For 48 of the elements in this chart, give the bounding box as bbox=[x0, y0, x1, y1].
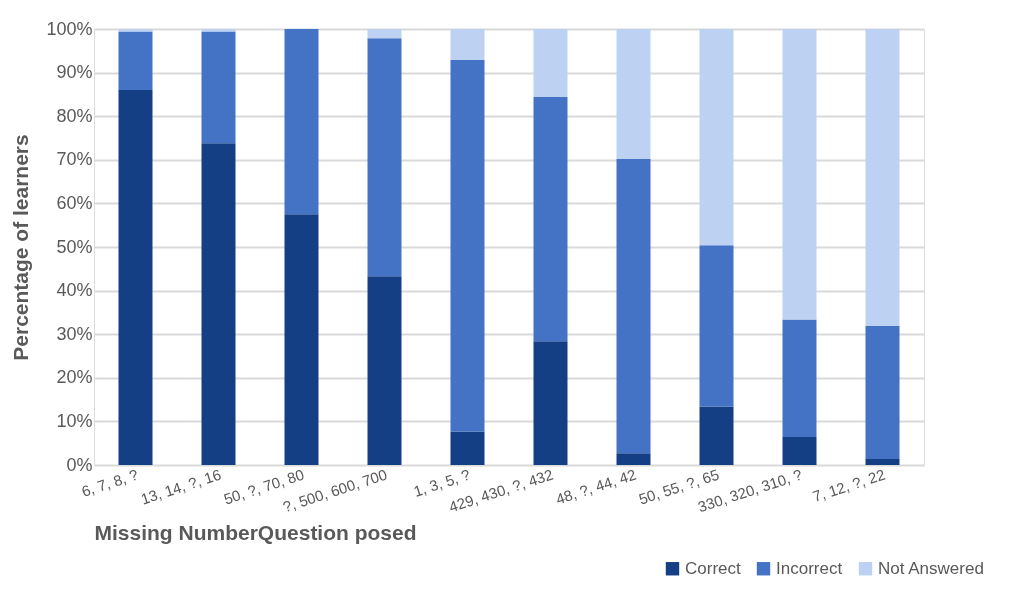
bar bbox=[865, 458, 900, 465]
bar bbox=[699, 406, 734, 465]
legend-label: Incorrect bbox=[776, 558, 843, 578]
bar bbox=[284, 29, 319, 215]
bar bbox=[533, 341, 568, 465]
bar bbox=[616, 29, 651, 159]
bar bbox=[450, 59, 485, 432]
bar bbox=[616, 158, 651, 454]
bar bbox=[201, 29, 236, 32]
y-tick-label: 0% bbox=[66, 454, 93, 475]
bar bbox=[616, 453, 651, 465]
bar bbox=[201, 143, 236, 465]
bar bbox=[450, 29, 485, 60]
bar bbox=[118, 31, 153, 91]
y-tick-label: 90% bbox=[56, 62, 93, 83]
y-axis-title: Percentage of learners bbox=[9, 134, 33, 361]
bar bbox=[450, 431, 485, 465]
bar bbox=[367, 38, 402, 277]
bar bbox=[118, 90, 153, 465]
bar bbox=[118, 29, 153, 32]
y-tick-label: 60% bbox=[56, 192, 93, 213]
bar bbox=[782, 319, 817, 438]
y-tick-label: 10% bbox=[56, 410, 93, 431]
bar bbox=[533, 29, 568, 98]
bar bbox=[533, 97, 568, 342]
x-tick-label: 48, ?, 44, 42 bbox=[553, 465, 639, 508]
y-tick-label: 100% bbox=[46, 18, 93, 39]
y-tick-label: 30% bbox=[56, 323, 93, 344]
bar bbox=[782, 437, 817, 465]
bar bbox=[782, 29, 817, 320]
y-tick-label: 40% bbox=[56, 280, 93, 301]
bar bbox=[865, 325, 900, 459]
bar bbox=[699, 29, 734, 246]
bar bbox=[367, 276, 402, 465]
y-tick-label: 50% bbox=[56, 236, 93, 257]
x-tick-label: 13, 14, ?, 16 bbox=[138, 465, 224, 508]
x-axis-title: Missing NumberQuestion posed bbox=[94, 521, 417, 545]
bar bbox=[284, 214, 319, 465]
y-tick-label: 80% bbox=[56, 105, 93, 126]
bar bbox=[699, 245, 734, 407]
y-tick-label: 70% bbox=[56, 149, 93, 170]
legend-label: Correct bbox=[685, 558, 742, 578]
bar bbox=[201, 31, 236, 144]
x-tick-label: 7, 12, ?, 22 bbox=[810, 465, 888, 505]
legend-label: Not Answered bbox=[878, 558, 984, 578]
bar bbox=[367, 29, 402, 39]
y-tick-label: 20% bbox=[56, 367, 93, 388]
bar bbox=[865, 29, 900, 326]
